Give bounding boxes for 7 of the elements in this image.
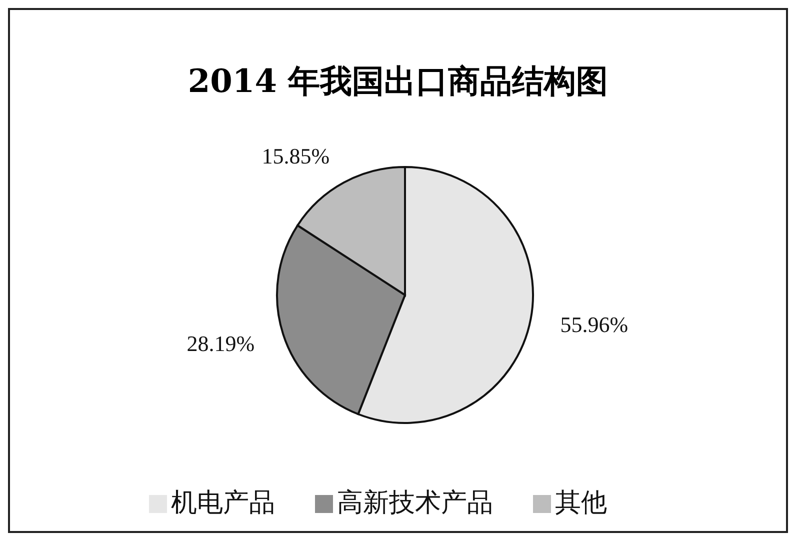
legend-label: 其他: [555, 488, 607, 518]
legend-label: 机电产品: [171, 488, 275, 518]
legend-label: 高新技术产品: [337, 488, 493, 518]
data-label: 55.96%: [560, 312, 628, 337]
data-label: 28.19%: [186, 330, 255, 356]
chart-title: 2014 年我国出口商品结构图: [186, 61, 610, 102]
data-label: 15.85%: [262, 144, 330, 169]
